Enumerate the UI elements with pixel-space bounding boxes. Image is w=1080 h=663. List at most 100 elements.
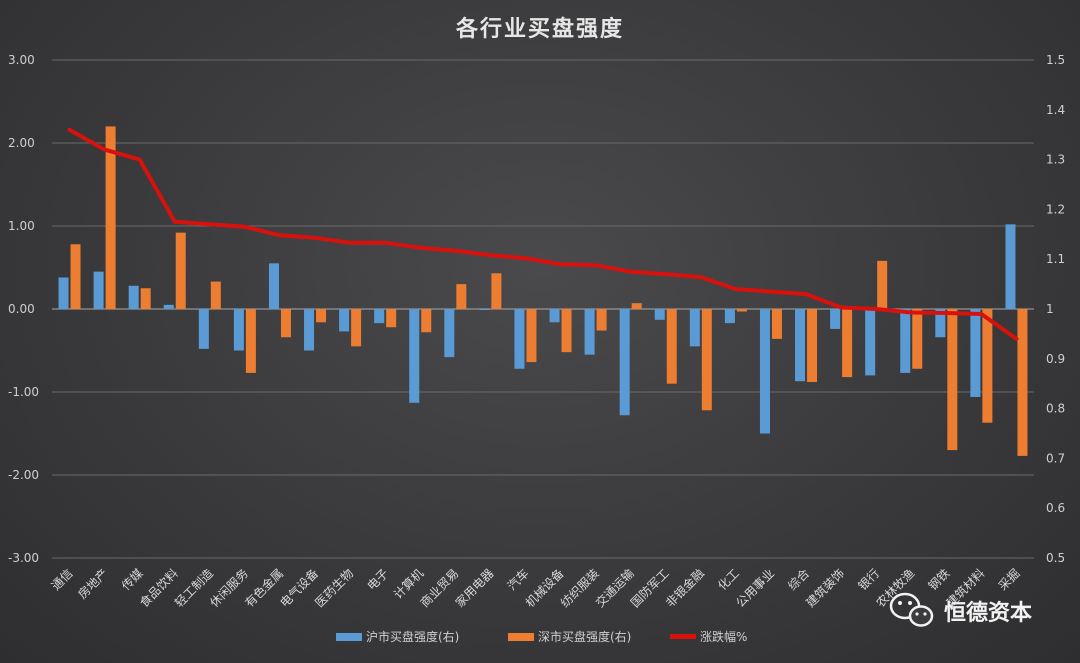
line-change-pct	[67, 127, 1019, 341]
bar-shenzhen	[947, 309, 958, 451]
bar-shanghai	[128, 285, 139, 309]
bar-shanghai	[198, 309, 209, 349]
watermark: 恒德资本	[889, 592, 1032, 627]
category-label: 综合	[785, 566, 813, 594]
bar-shanghai	[830, 309, 841, 329]
category-label: 通信	[49, 566, 76, 593]
chart-title: 各行业买盘强度	[455, 16, 624, 42]
legend-label: 涨跌幅%	[700, 629, 747, 644]
bar-shenzhen	[842, 309, 853, 378]
bar-shenzhen	[351, 309, 362, 347]
bar-shenzhen	[456, 284, 467, 309]
legend-swatch	[508, 633, 534, 641]
series-change-line	[67, 127, 1019, 341]
bar-shanghai	[268, 263, 279, 309]
category-label: 房地产	[75, 566, 111, 602]
left-axis-ticks: 3.00 2.00 1.00 0.00 -1.00 -2.00 -3.00	[8, 53, 39, 565]
bar-shenzhen	[912, 309, 923, 369]
bar-shanghai	[479, 309, 490, 310]
bar-shanghai	[163, 304, 174, 309]
bar-shanghai	[795, 309, 806, 382]
bar-shanghai	[304, 309, 315, 351]
bar-shanghai	[58, 277, 69, 309]
category-label: 银行	[855, 566, 882, 593]
right-tick-label: 1	[1046, 302, 1054, 316]
bar-shenzhen	[70, 244, 81, 309]
category-label: 电子	[364, 566, 391, 593]
right-tick-label: 0.8	[1046, 402, 1065, 416]
bar-shenzhen	[736, 309, 747, 312]
wechat-icon	[889, 592, 934, 627]
left-tick-label: 2.00	[8, 136, 35, 150]
bar-shanghai	[619, 309, 630, 416]
bar-shanghai	[233, 309, 244, 351]
series-shenzhen-bars	[70, 126, 1028, 456]
bar-shenzhen	[421, 309, 432, 333]
category-label: 钢铁	[926, 566, 953, 593]
bar-shanghai	[935, 309, 946, 338]
right-tick-label: 1.2	[1046, 202, 1065, 216]
legend-swatch	[670, 634, 696, 639]
left-tick-label: 0.00	[8, 302, 35, 316]
legend: 沪市买盘强度(右) 深市买盘强度(右) 涨跌幅%	[336, 629, 747, 644]
category-label: 采掘	[995, 566, 1023, 594]
bar-shenzhen	[105, 126, 116, 310]
bar-shanghai	[865, 309, 876, 376]
right-tick-label: 0.9	[1046, 352, 1065, 366]
category-label: 建筑装饰	[803, 566, 848, 611]
bar-shanghai	[514, 309, 525, 369]
category-label: 汽车	[504, 566, 532, 594]
bar-shanghai	[759, 309, 770, 434]
bar-shanghai	[584, 309, 595, 355]
left-tick-label: -1.00	[8, 385, 39, 399]
bar-shenzhen	[491, 273, 502, 309]
category-label: 公用事业	[733, 566, 777, 610]
bar-shenzhen	[596, 309, 607, 331]
bar-shanghai	[93, 271, 104, 309]
bar-shenzhen	[631, 303, 642, 309]
category-label: 传媒	[118, 566, 146, 594]
bar-shenzhen	[526, 309, 537, 363]
category-label: 非银金融	[662, 566, 707, 611]
right-tick-label: 0.6	[1046, 501, 1065, 515]
right-tick-label: 1.5	[1046, 53, 1065, 67]
bar-shenzhen	[701, 309, 712, 411]
right-tick-label: 1.4	[1046, 103, 1065, 117]
legend-label: 深市买盘强度(右)	[538, 629, 631, 644]
category-label: 家用电器	[452, 566, 497, 611]
right-axis-ticks: 1.5 1.4 1.3 1.2 1.1 1 0.9 0.8 0.7 0.6 0.5	[1046, 53, 1065, 565]
bar-shenzhen	[280, 309, 291, 338]
right-tick-label: 0.7	[1046, 451, 1065, 465]
bar-shanghai	[654, 309, 665, 320]
right-tick-label: 1.1	[1046, 252, 1065, 266]
bar-shenzhen	[771, 309, 782, 339]
bar-shanghai	[689, 309, 700, 347]
bar-shenzhen	[316, 309, 327, 323]
watermark-text: 恒德资本	[944, 600, 1032, 626]
legend-swatch	[336, 633, 362, 641]
bar-shenzhen	[982, 309, 993, 423]
bar-shanghai	[444, 309, 455, 358]
bar-shanghai	[339, 309, 350, 332]
bar-shenzhen	[807, 309, 818, 383]
bar-shenzhen	[210, 281, 221, 309]
bar-shenzhen	[386, 309, 397, 328]
bar-shanghai	[1005, 224, 1016, 309]
left-tick-label: 3.00	[8, 53, 35, 67]
bar-shanghai	[549, 309, 560, 323]
bar-shenzhen	[175, 232, 186, 309]
left-tick-label: 1.00	[8, 219, 35, 233]
bar-shenzhen	[877, 260, 888, 309]
bar-shenzhen	[561, 309, 572, 353]
left-tick-label: -2.00	[8, 468, 39, 482]
bar-shenzhen	[1017, 309, 1028, 456]
bar-shenzhen	[666, 309, 677, 384]
bar-shanghai	[900, 309, 911, 373]
legend-label: 沪市买盘强度(右)	[366, 629, 459, 644]
right-tick-label: 1.3	[1046, 153, 1065, 167]
bar-shenzhen	[140, 288, 151, 309]
left-tick-label: -3.00	[8, 551, 39, 565]
category-label: 医药生物	[312, 566, 356, 610]
